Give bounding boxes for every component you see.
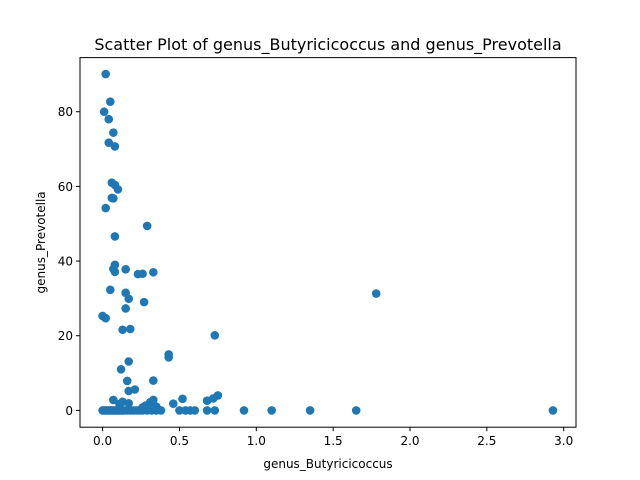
scatter-point (190, 406, 200, 415)
scatter-point (175, 406, 184, 415)
scatter-point (178, 394, 187, 404)
scatter-point (122, 376, 132, 386)
scatter-point (99, 107, 109, 117)
data-points (98, 69, 558, 415)
x-tick-label: 0.5 (170, 434, 189, 448)
scatter-point (118, 325, 127, 335)
x-tick-label: 3.0 (554, 434, 573, 448)
scatter-point (371, 289, 381, 298)
scatter-point (113, 185, 123, 194)
x-tick-label: 2.5 (477, 434, 496, 448)
scatter-point (109, 395, 118, 405)
scatter-point (305, 406, 315, 415)
scatter-point (101, 203, 110, 213)
scatter-point (124, 386, 134, 396)
scatter-point (101, 313, 110, 323)
scatter-point (239, 406, 249, 415)
scatter-point (202, 406, 212, 415)
x-tick-label: 0.0 (93, 434, 112, 448)
scatter-point (121, 264, 130, 274)
scatter-point (109, 128, 118, 137)
scatter-point (105, 97, 115, 106)
y-tick-label: 60 (58, 180, 73, 194)
y-tick-label: 20 (58, 329, 73, 343)
scatter-point (267, 406, 276, 415)
scatter-point (109, 194, 118, 203)
scatter-point (125, 324, 135, 334)
scatter-point (124, 294, 134, 304)
scatter-point (101, 69, 110, 79)
scatter-point (110, 267, 120, 277)
scatter-point (202, 396, 212, 405)
scatter-point (210, 331, 220, 340)
scatter-point (351, 406, 361, 415)
scatter-point (169, 399, 178, 408)
scatter-point (121, 304, 130, 313)
scatter-point (104, 114, 114, 124)
scatter-point (210, 406, 220, 415)
y-axis-label: genus_Prevotella (34, 191, 48, 293)
scatter-point (104, 138, 114, 148)
x-axis-label: genus_Butyricicoccus (263, 457, 392, 471)
y-tick-label: 40 (58, 255, 73, 269)
plot-area-frame (79, 57, 577, 428)
scatter-point (116, 365, 126, 374)
y-tick-label: 80 (58, 105, 73, 119)
scatter-point (139, 297, 149, 307)
scatter-point (110, 142, 120, 151)
scatter-point (110, 232, 120, 241)
scatter-point (138, 269, 147, 279)
scatter-point (548, 406, 558, 415)
x-tick-label: 2.0 (400, 434, 419, 448)
scatter-point (164, 353, 173, 362)
scatter-point (124, 357, 134, 366)
chart-title: Scatter Plot of genus_Butyricicoccus and… (94, 35, 561, 55)
scatter-point (156, 406, 166, 415)
x-tick-label: 1.0 (247, 434, 266, 448)
x-tick-label: 1.5 (324, 434, 343, 448)
scatter-point (142, 221, 152, 231)
scatter-point (124, 399, 134, 408)
scatter-point (105, 285, 115, 295)
scatter-point (149, 376, 158, 385)
y-tick-label: 0 (65, 404, 73, 418)
scatter-point (149, 267, 158, 277)
axis-ticks: 0.0 0.5 1.0 1.5 2.0 2.5 3.0 0 20 40 60 80 (58, 105, 574, 448)
